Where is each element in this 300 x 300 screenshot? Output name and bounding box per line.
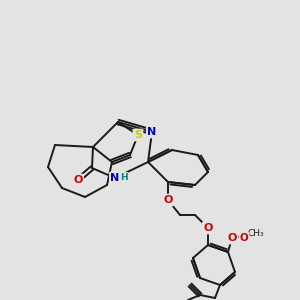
Text: O: O [73, 175, 83, 185]
Text: H: H [120, 172, 128, 182]
Text: N: N [147, 127, 157, 137]
Text: CH₃: CH₃ [247, 229, 264, 238]
Text: O: O [163, 195, 173, 205]
Text: O: O [227, 233, 237, 243]
Text: O: O [240, 233, 248, 243]
Text: O: O [203, 223, 213, 233]
Text: S: S [134, 130, 142, 140]
Text: N: N [110, 173, 120, 183]
